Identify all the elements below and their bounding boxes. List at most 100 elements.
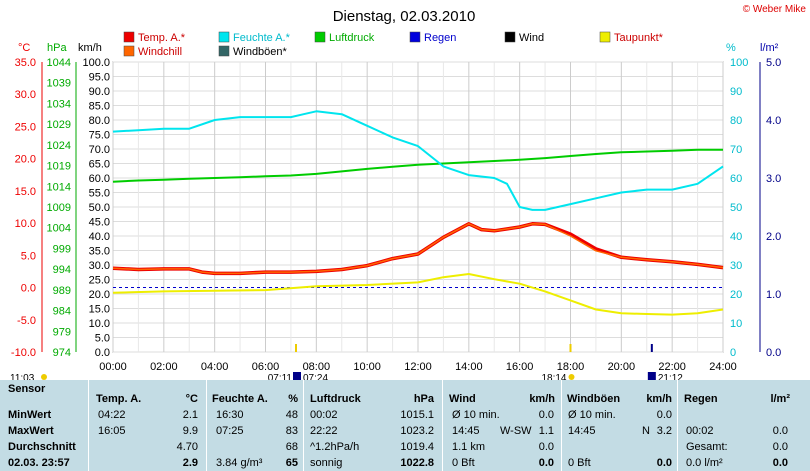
credit-label: © Weber Mike [743, 4, 807, 15]
cell-press-value: 1023.2 [400, 425, 434, 437]
tick-kmh: 60.0 [89, 173, 110, 185]
tick-hpa: 1014 [47, 181, 71, 193]
header-pressure: Luftdruck [310, 393, 361, 405]
header-rain-unit: l/m² [770, 393, 790, 405]
tick-celsius: 30.0 [15, 89, 36, 101]
tick-celsius: 35.0 [15, 57, 36, 69]
grid [112, 61, 724, 353]
legend-swatch [504, 31, 516, 43]
cell-rain-time: 00:02 [686, 425, 714, 437]
tick-kmh: 40.0 [89, 231, 110, 243]
tick-rain: 0.0 [766, 347, 781, 359]
tick-hpa: 1034 [47, 98, 71, 110]
tick-x: 06:00 [252, 361, 280, 373]
header-sensor: Sensor [8, 383, 46, 395]
tick-hpa: 989 [53, 285, 71, 297]
tick-hpa: 984 [53, 306, 71, 318]
tick-rain: 2.0 [766, 231, 781, 243]
cell-temp-value: 2.1 [182, 409, 198, 421]
cell-wind-value: 1.1 [538, 425, 554, 437]
tick-hpa: 999 [53, 243, 71, 255]
tick-percent: 80 [730, 115, 742, 127]
sunrise-icon [293, 372, 301, 380]
cell-press-time: sonnig [310, 457, 343, 469]
tick-x: 16:00 [506, 361, 534, 373]
tick-percent: 0 [730, 347, 736, 359]
tick-x: 18:00 [557, 361, 585, 373]
tick-percent: 10 [730, 318, 742, 330]
series-line [112, 148, 723, 183]
cell-press-value: 1019.4 [400, 441, 434, 453]
tick-hpa: 979 [53, 326, 71, 338]
sunset-icon [568, 374, 575, 380]
tick-x: 22:00 [658, 361, 686, 373]
header-humidity: Feuchte A. [212, 393, 268, 405]
tick-celsius: -5.0 [17, 315, 36, 327]
column-divider [561, 380, 562, 471]
tick-celsius: 25.0 [15, 121, 36, 133]
weather-chart: Dienstag, 02.03.2010 © Weber Mike Temp. … [10, 4, 807, 380]
stats-table: Sensor Temp. A. °C Feuchte A.% Luftdruck hPa W… [0, 380, 810, 471]
header-gust: Windböen [567, 393, 621, 405]
tick-x: 00:00 [99, 361, 127, 373]
cell-temp-time: 16:05 [98, 425, 126, 437]
tick-hpa: 1004 [47, 223, 71, 235]
sun-markers: 07:11 07:24 18:14 21:12 11:03 [10, 344, 683, 380]
tick-kmh: 100.0 [82, 57, 110, 69]
legend-swatch [409, 31, 421, 43]
legend-swatch [599, 31, 611, 43]
legend-label: Windböen* [233, 46, 288, 58]
tick-rain: 3.0 [766, 173, 781, 185]
tick-x: 24:00 [709, 361, 737, 373]
cell-temp-time: 04:22 [98, 409, 126, 421]
axes: -10.0 -5.0 0.0 5.0 10.0 15.0 20.0 25.0 30.0 35.0 9… [11, 57, 781, 373]
cell-press-time: 00:02 [310, 409, 338, 421]
column-divider [677, 380, 678, 471]
sunrise-civil-label: 07:24 [303, 373, 328, 380]
legend-swatch [218, 31, 230, 43]
header-temp: Temp. A. [96, 393, 142, 405]
cell-rain-time: 0.0 l/m² [686, 457, 723, 469]
cell-hum-value: 68 [285, 441, 298, 453]
header-gust-unit: km/h [646, 393, 672, 405]
tick-kmh: 0.0 [95, 347, 110, 359]
tick-kmh: 65.0 [89, 159, 110, 171]
cell-press-value: 1022.8 [400, 457, 434, 469]
legend-label: Feuchte A.* [233, 32, 291, 44]
cell-gust-time: 14:45 [568, 425, 596, 437]
legend-swatch [123, 45, 135, 57]
left-sun-icon [41, 374, 47, 380]
cell-temp-value: 9.9 [182, 425, 198, 437]
tick-percent: 60 [730, 173, 742, 185]
cell-wind-dir: W-SW [500, 425, 532, 437]
cell-press-time: ^1.2hPa/h [310, 441, 360, 453]
cell-wind-value: 0.0 [538, 457, 554, 469]
tick-celsius: 5.0 [21, 250, 36, 262]
tick-x: 14:00 [455, 361, 483, 373]
cell-hum-value: 65 [285, 457, 298, 469]
legend-label: Regen [424, 32, 456, 44]
cell-rain-time: Gesamt: [686, 441, 728, 453]
tick-percent: 50 [730, 202, 742, 214]
sunrise-label: 07:11 [268, 373, 293, 380]
tick-celsius: 10.0 [15, 218, 36, 230]
header-humidity-unit: % [288, 393, 298, 405]
series-line [112, 110, 724, 211]
tick-x: 04:00 [201, 361, 229, 373]
cell-gust-value: 0.0 [656, 457, 672, 469]
tick-rain: 5.0 [766, 57, 781, 69]
column-divider [88, 380, 89, 471]
tick-percent: 30 [730, 260, 742, 272]
header-rain: Regen [684, 393, 718, 405]
tick-kmh: 35.0 [89, 246, 110, 258]
header-temp-unit: °C [185, 393, 198, 405]
tick-celsius: 15.0 [15, 186, 36, 198]
header-wind: Wind [449, 393, 476, 405]
series-lines [112, 110, 724, 316]
tick-percent: 40 [730, 231, 742, 243]
tick-rain: 4.0 [766, 115, 781, 127]
sunset-label: 18:14 [541, 373, 566, 380]
moon-icon [647, 372, 656, 380]
tick-hpa: 1029 [47, 119, 71, 131]
row-label: MaxWert [8, 425, 54, 437]
